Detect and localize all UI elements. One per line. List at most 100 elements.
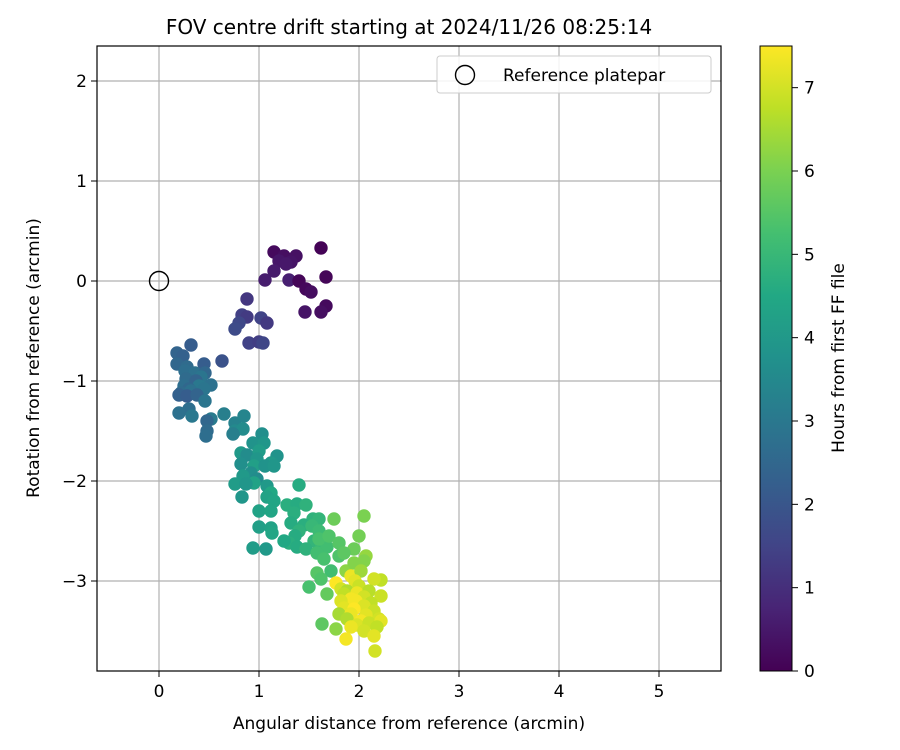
y-tick-label: 2 — [76, 72, 87, 92]
x-tick-label: 4 — [554, 682, 565, 702]
data-point — [354, 564, 368, 578]
data-point — [319, 270, 333, 284]
colorbar-tick-label: 3 — [804, 412, 815, 432]
y-axis-ticks: 2 1 0 −1 −2 −3 — [62, 72, 97, 592]
grid-lines — [97, 46, 721, 671]
x-axis-ticks: 0 1 2 3 4 5 — [154, 671, 665, 702]
y-tick-label: 0 — [76, 272, 87, 292]
data-point — [240, 292, 254, 306]
x-tick-label: 1 — [254, 682, 265, 702]
data-point — [344, 620, 358, 634]
legend: Reference platepar — [436, 55, 712, 94]
colorbar-label: Hours from first FF file — [829, 263, 849, 453]
data-point — [367, 629, 381, 643]
data-point — [374, 589, 388, 603]
data-point — [332, 536, 346, 550]
data-point — [337, 546, 351, 560]
data-point — [329, 622, 343, 636]
data-point — [299, 542, 313, 556]
data-point — [234, 457, 248, 471]
data-point — [185, 409, 199, 423]
reference-platepar-marker — [148, 270, 170, 292]
data-point — [239, 477, 253, 491]
data-point — [327, 512, 341, 526]
data-point — [237, 409, 251, 423]
data-point — [198, 394, 212, 408]
colorbar: 0 1 2 3 4 5 6 7 Hours from first FF file — [759, 45, 849, 682]
data-point — [292, 478, 306, 492]
data-point — [259, 542, 273, 556]
x-tick-label: 5 — [654, 682, 665, 702]
data-point — [299, 498, 313, 512]
data-point — [314, 572, 328, 586]
data-point — [265, 526, 279, 540]
x-axis-label: Angular distance from reference (arcmin) — [233, 714, 585, 734]
data-point — [235, 490, 249, 504]
plot-frame — [96, 45, 722, 672]
data-point — [282, 273, 296, 287]
data-point — [277, 534, 291, 548]
data-point — [357, 509, 371, 523]
data-point — [322, 529, 336, 543]
data-point — [357, 624, 371, 638]
colorbar-tick-label: 2 — [804, 495, 815, 515]
data-point — [304, 285, 318, 299]
data-points — [170, 241, 388, 658]
data-point — [317, 552, 331, 566]
data-point — [264, 504, 278, 518]
data-point — [200, 414, 214, 428]
x-tick-label: 2 — [354, 682, 365, 702]
data-point — [252, 504, 266, 518]
data-point — [217, 407, 231, 421]
data-point — [320, 587, 334, 601]
reference-marker — [148, 270, 170, 292]
data-point — [184, 338, 198, 352]
colorbar-tick-label: 5 — [804, 245, 815, 265]
colorbar-ticks: 0 1 2 3 4 5 6 7 — [792, 79, 815, 682]
legend-open-circle-marker — [454, 64, 476, 86]
colorbar-tick-label: 1 — [804, 579, 815, 599]
y-tick-label: −3 — [62, 572, 87, 592]
data-point — [315, 617, 329, 631]
legend-box — [436, 55, 712, 94]
data-point — [180, 389, 194, 403]
data-point — [339, 632, 353, 646]
data-point — [258, 273, 272, 287]
data-point — [172, 406, 186, 420]
colorbar-tick-label: 7 — [804, 79, 815, 99]
x-tick-label: 0 — [154, 682, 165, 702]
data-point — [246, 541, 260, 555]
data-point — [242, 336, 256, 350]
legend-entry-label: Reference platepar — [503, 66, 665, 86]
data-point — [267, 459, 281, 473]
data-point — [302, 580, 316, 594]
data-point — [368, 644, 382, 658]
colorbar-tick-label: 0 — [804, 662, 815, 682]
data-point — [256, 336, 270, 350]
x-tick-label: 3 — [454, 682, 465, 702]
data-point — [279, 257, 293, 271]
y-axis-label: Rotation from reference (arcmin) — [24, 218, 44, 498]
y-tick-label: 1 — [76, 172, 87, 192]
y-tick-label: −1 — [62, 372, 87, 392]
data-point — [367, 572, 381, 586]
data-point — [352, 529, 366, 543]
colorbar-tick-label: 6 — [804, 162, 815, 182]
y-tick-label: −2 — [62, 472, 87, 492]
data-point — [228, 477, 242, 491]
chart-title: FOV centre drift starting at 2024/11/26 … — [166, 15, 652, 39]
data-point — [267, 264, 281, 278]
data-point — [236, 422, 250, 436]
colorbar-gradient — [759, 45, 793, 672]
data-point — [199, 429, 213, 443]
data-point — [226, 427, 240, 441]
data-point — [215, 354, 229, 368]
colorbar-tick-label: 4 — [804, 329, 815, 349]
data-point — [260, 316, 274, 330]
data-point — [252, 520, 266, 534]
data-point — [298, 305, 312, 319]
data-point — [314, 241, 328, 255]
data-point — [314, 305, 328, 319]
data-point — [324, 564, 338, 578]
